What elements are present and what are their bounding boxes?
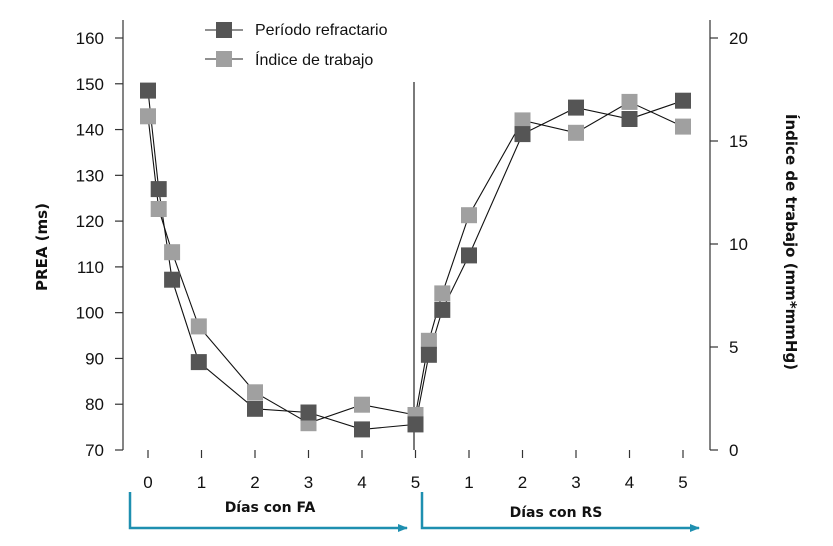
data-point — [461, 247, 477, 264]
legend-label-indice: Índice de trabajo — [255, 50, 373, 69]
legend-label-periodo: Período refractario — [255, 22, 388, 39]
x-tick-label: 2 — [250, 473, 259, 492]
right-tick-label: 5 — [729, 338, 738, 357]
data-point — [420, 346, 437, 363]
left-tick-label: 100 — [76, 304, 104, 323]
data-point — [150, 201, 167, 217]
x-tick-label: 1 — [464, 473, 473, 492]
left-tick-label: 140 — [76, 121, 104, 140]
data-point — [164, 244, 181, 261]
data-point — [675, 118, 691, 135]
data-point — [300, 404, 317, 421]
x-tick-label: 3 — [571, 473, 580, 492]
series-layer — [140, 82, 691, 438]
phase-fa-arrow — [128, 492, 408, 532]
left-axis-title: PREA (ms) — [33, 203, 51, 291]
right-tick-label: 20 — [729, 29, 748, 48]
data-point — [514, 126, 531, 143]
legend-marker-indice — [216, 51, 232, 67]
legend: Período refractario Índice de trabajo — [205, 22, 388, 69]
data-point — [675, 92, 691, 109]
x-tick-label: 4 — [625, 473, 634, 492]
x-tick-label: 4 — [357, 473, 366, 492]
data-point — [621, 111, 638, 127]
left-tick-label: 150 — [76, 75, 104, 94]
data-point — [420, 332, 437, 349]
data-point — [354, 421, 370, 438]
right-tick-label: 15 — [729, 132, 748, 151]
data-point — [140, 82, 156, 99]
x-tick-label: 2 — [518, 473, 527, 492]
phase-fa-label: Días con FA — [225, 500, 316, 516]
left-tick-label: 90 — [85, 349, 104, 368]
right-axis-title: Índice de trabajo (mm*mmHg) — [782, 114, 801, 370]
x-tick-label: 0 — [143, 473, 152, 492]
left-tick-label: 80 — [85, 395, 104, 414]
left-tick-label: 70 — [85, 441, 104, 460]
data-point — [190, 318, 207, 335]
data-point — [164, 271, 181, 288]
right-y-ticks: 0 5 10 15 20 — [710, 29, 748, 460]
x-tick-label: 1 — [197, 473, 206, 492]
left-y-ticks: 70 80 90 100 110 120 130 140 150 160 — [76, 29, 123, 460]
right-tick-label: 0 — [729, 441, 738, 460]
data-point — [140, 108, 156, 125]
data-point — [461, 207, 477, 224]
x-tick-label: 5 — [678, 473, 687, 492]
phase-rs: Días con RS — [420, 492, 700, 532]
series-line — [147, 101, 684, 424]
legend-marker-periodo — [216, 22, 232, 38]
left-tick-label: 120 — [76, 212, 104, 231]
x-tick-label: 3 — [304, 473, 313, 492]
data-point — [568, 99, 584, 116]
data-point — [150, 181, 167, 198]
data-point — [247, 384, 263, 401]
data-point — [354, 396, 370, 413]
data-point — [568, 124, 584, 141]
phase-rs-arrow — [420, 492, 700, 532]
x-ticks: 0 1 2 3 4 5 1 2 3 4 5 — [143, 450, 688, 492]
data-point — [621, 93, 638, 110]
data-point — [514, 112, 531, 129]
left-tick-label: 160 — [76, 29, 104, 48]
data-point — [190, 354, 207, 371]
left-tick-label: 130 — [76, 166, 104, 185]
x-tick-label: 5 — [411, 473, 420, 492]
data-point — [434, 301, 451, 318]
right-tick-label: 10 — [729, 235, 748, 254]
data-point — [407, 416, 424, 433]
series-line — [147, 90, 684, 430]
data-point — [434, 285, 451, 302]
phase-rs-label: Días con RS — [510, 505, 603, 521]
left-tick-label: 110 — [77, 258, 104, 277]
data-point — [247, 400, 263, 417]
phase-fa: Días con FA — [128, 492, 408, 532]
